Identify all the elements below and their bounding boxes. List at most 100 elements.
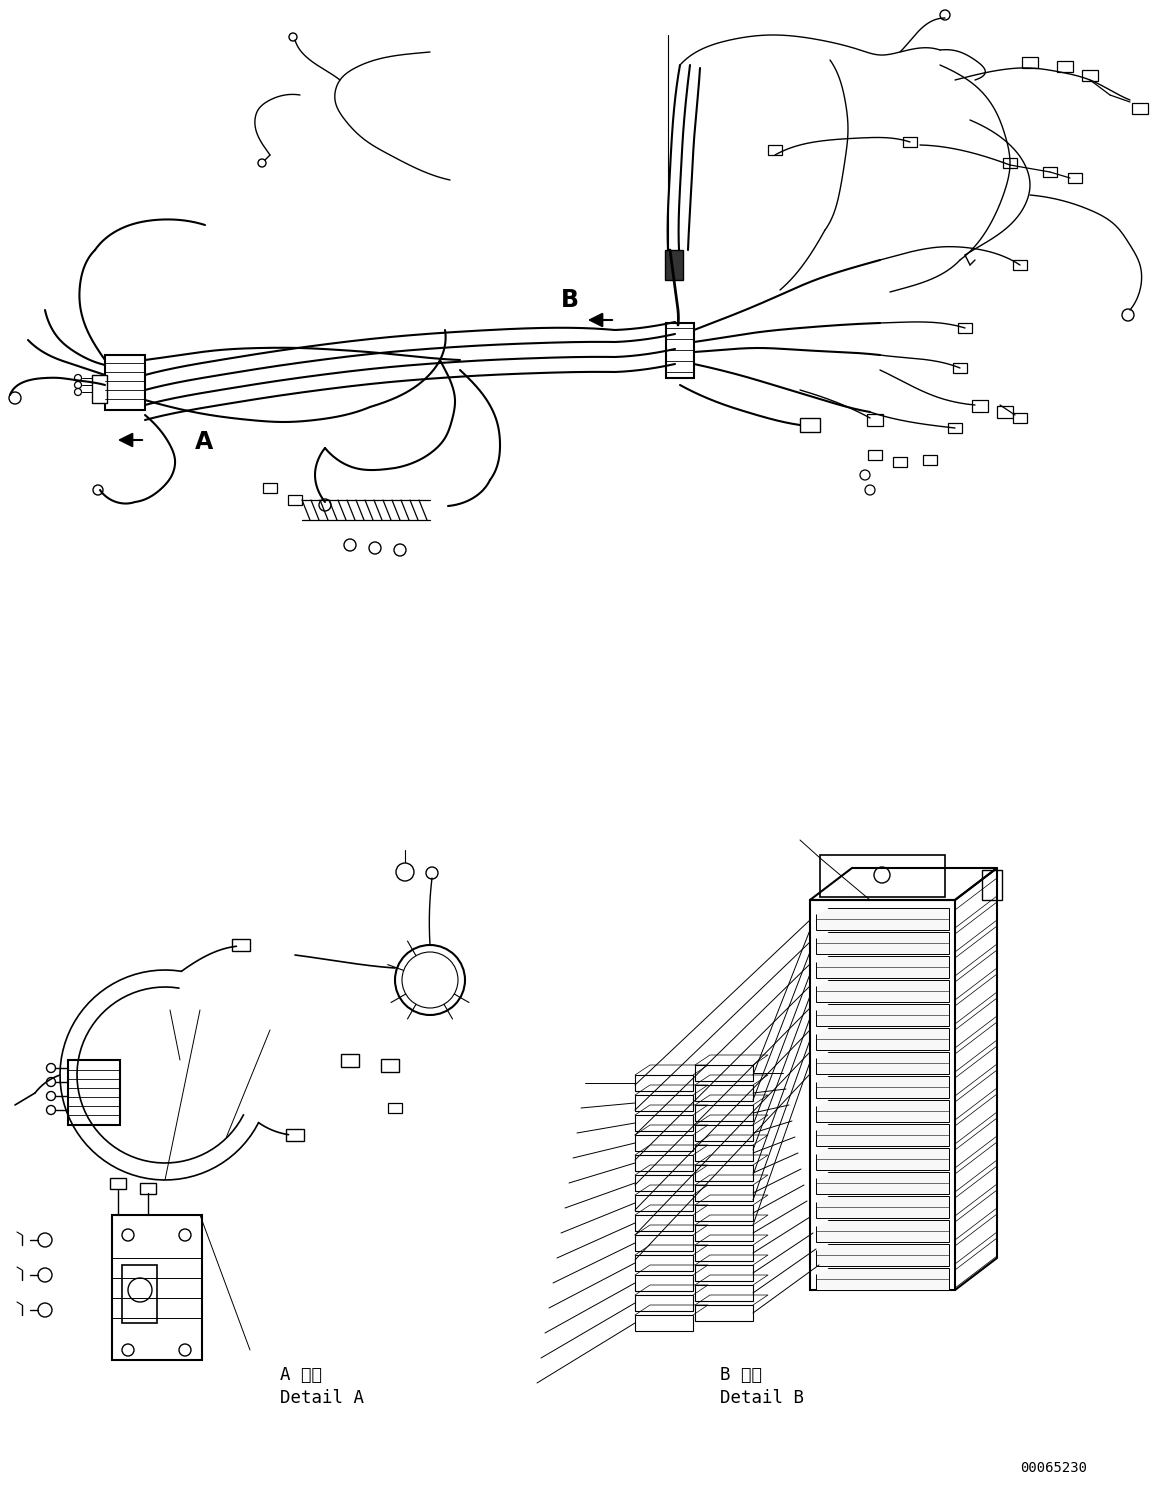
Bar [92, 375, 107, 403]
Bar [105, 356, 145, 411]
Polygon shape [816, 1244, 828, 1250]
Circle shape [47, 1092, 56, 1101]
Polygon shape [816, 908, 828, 914]
Circle shape [122, 1344, 134, 1356]
Circle shape [47, 1064, 56, 1073]
Bar [816, 931, 949, 954]
Bar [122, 1265, 157, 1323]
Bar [816, 1173, 949, 1193]
Bar [816, 1028, 949, 1051]
Bar [341, 1054, 359, 1067]
Bar [816, 1196, 949, 1219]
Bar [140, 1183, 156, 1193]
Polygon shape [816, 981, 828, 987]
Bar [695, 1265, 752, 1281]
Bar [923, 455, 937, 464]
Bar [866, 414, 883, 426]
Circle shape [93, 485, 104, 496]
Circle shape [38, 1234, 52, 1247]
Bar [695, 1085, 752, 1101]
Polygon shape [816, 931, 828, 937]
Bar [1043, 167, 1057, 177]
Circle shape [122, 1229, 134, 1241]
Bar [695, 1305, 752, 1321]
Bar [635, 1155, 693, 1171]
Bar [893, 457, 907, 467]
Circle shape [865, 485, 875, 496]
Polygon shape [816, 955, 828, 963]
Bar [816, 1123, 949, 1146]
Bar [1132, 103, 1148, 113]
Circle shape [402, 952, 458, 1007]
Polygon shape [816, 1268, 828, 1274]
Circle shape [1122, 310, 1134, 321]
Bar [1082, 70, 1098, 80]
Circle shape [344, 539, 356, 551]
Bar [809, 900, 955, 1290]
Bar [67, 1059, 120, 1125]
Bar [263, 484, 277, 493]
Bar [997, 406, 1013, 418]
Bar [635, 1295, 693, 1311]
Bar [666, 323, 694, 378]
Bar [816, 1100, 949, 1122]
Bar [635, 1074, 693, 1091]
Circle shape [395, 945, 465, 1015]
Circle shape [38, 1303, 52, 1317]
Bar [1022, 57, 1039, 67]
Bar [110, 1177, 126, 1189]
Bar [635, 1176, 693, 1190]
Bar [635, 1135, 693, 1152]
Bar [948, 423, 962, 433]
Bar [816, 1268, 949, 1290]
Circle shape [179, 1229, 191, 1241]
Bar [1057, 61, 1073, 71]
Circle shape [9, 391, 21, 405]
Bar [635, 1254, 693, 1271]
Polygon shape [816, 1123, 828, 1129]
Circle shape [47, 1077, 56, 1086]
Bar [695, 1205, 752, 1222]
Circle shape [74, 388, 81, 396]
Text: Detail B: Detail B [720, 1388, 804, 1408]
Bar [695, 1106, 752, 1120]
Bar [816, 981, 949, 1001]
Bar [816, 1052, 949, 1074]
Bar [286, 1129, 304, 1141]
Bar [1013, 260, 1027, 269]
Bar [816, 1004, 949, 1027]
Circle shape [128, 1278, 152, 1302]
Circle shape [369, 542, 381, 554]
Polygon shape [816, 1052, 828, 1058]
Polygon shape [816, 1149, 828, 1155]
Bar [820, 856, 946, 897]
Bar [816, 1220, 949, 1242]
Bar [1003, 158, 1016, 168]
Circle shape [47, 1106, 56, 1115]
Bar [665, 250, 683, 280]
Bar [233, 939, 250, 951]
Bar [635, 1235, 693, 1251]
Polygon shape [816, 1028, 828, 1034]
Bar [902, 137, 916, 147]
Bar [695, 1165, 752, 1181]
Text: A: A [195, 430, 213, 454]
Circle shape [258, 159, 266, 167]
Bar [695, 1065, 752, 1080]
Bar [958, 323, 972, 333]
Bar [635, 1315, 693, 1330]
Bar [868, 449, 882, 460]
Bar [635, 1195, 693, 1211]
Bar [388, 1103, 402, 1113]
Circle shape [288, 33, 297, 42]
Polygon shape [816, 1196, 828, 1202]
Bar [695, 1225, 752, 1241]
Bar [695, 1286, 752, 1301]
Bar [816, 955, 949, 978]
Bar [695, 1144, 752, 1161]
Polygon shape [816, 1220, 828, 1226]
Bar [635, 1216, 693, 1231]
Circle shape [74, 381, 81, 388]
Circle shape [940, 10, 950, 19]
Bar [1013, 414, 1027, 423]
